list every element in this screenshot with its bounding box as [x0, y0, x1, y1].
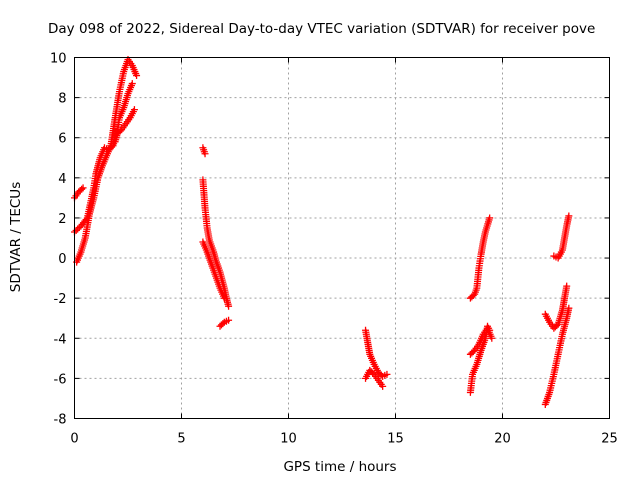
data-point: [128, 80, 136, 88]
series-arc-06: [199, 176, 233, 310]
data-point: [74, 225, 82, 233]
y-tick-label: -4: [54, 332, 67, 347]
series-arc-05: [199, 144, 209, 158]
series-arc-04: [111, 106, 138, 146]
data-point: [130, 106, 138, 114]
y-tick-label: 4: [58, 172, 66, 187]
grid: [74, 57, 610, 419]
series-arc-14: [541, 282, 571, 332]
x-tick-label: 0: [70, 432, 78, 447]
data-point: [565, 212, 573, 220]
y-tick-label: -6: [54, 372, 67, 387]
series-arc-13: [466, 324, 496, 358]
x-tick-label: 10: [280, 432, 297, 447]
data-point: [219, 320, 227, 328]
plot-frame: [74, 57, 610, 419]
tick-labels: 0 5 10 15 20 25 -8 -6 -4 -2 0 2 4 6 8 10: [50, 52, 618, 447]
data-point: [133, 72, 141, 80]
x-tick-label: 20: [494, 432, 511, 447]
data-point: [78, 185, 86, 193]
series-arc-08: [216, 316, 233, 330]
series-arc-16: [550, 212, 573, 262]
series-arc-10: [362, 366, 387, 390]
x-tick-label: 15: [387, 432, 404, 447]
x-tick-label: 5: [177, 432, 185, 447]
data-point: [225, 316, 233, 324]
data-point: [72, 226, 80, 234]
series-arc-03: [73, 56, 141, 266]
data-point: [383, 370, 391, 378]
series-arc-01: [71, 184, 87, 202]
y-tick-label: 0: [58, 252, 66, 267]
y-axis-label: SDTVAR / TECUs: [8, 182, 24, 292]
chart-title: Day 098 of 2022, Sidereal Day-to-day VTE…: [48, 21, 595, 37]
data-point: [79, 184, 87, 192]
series-arc-11: [466, 214, 494, 302]
data-points: [71, 56, 573, 408]
data-point: [563, 282, 571, 290]
data-point: [220, 294, 228, 302]
data-point: [225, 302, 233, 310]
y-tick-label: 6: [58, 132, 66, 147]
y-tick-label: -8: [54, 413, 67, 428]
data-point: [379, 382, 387, 390]
data-point: [488, 334, 496, 342]
y-tick-label: 10: [50, 52, 67, 67]
series-arc-07: [199, 238, 228, 302]
data-point: [486, 214, 494, 222]
series-arc-09: [362, 326, 391, 380]
series-arc-15: [541, 304, 573, 408]
data-point: [201, 150, 209, 158]
y-tick-label: -2: [54, 292, 67, 307]
x-axis-label: GPS time / hours: [283, 459, 396, 475]
x-tick-label: 25: [601, 432, 618, 447]
y-tick-label: 8: [58, 92, 66, 107]
y-tick-label: 2: [58, 212, 66, 227]
data-point: [565, 304, 573, 312]
